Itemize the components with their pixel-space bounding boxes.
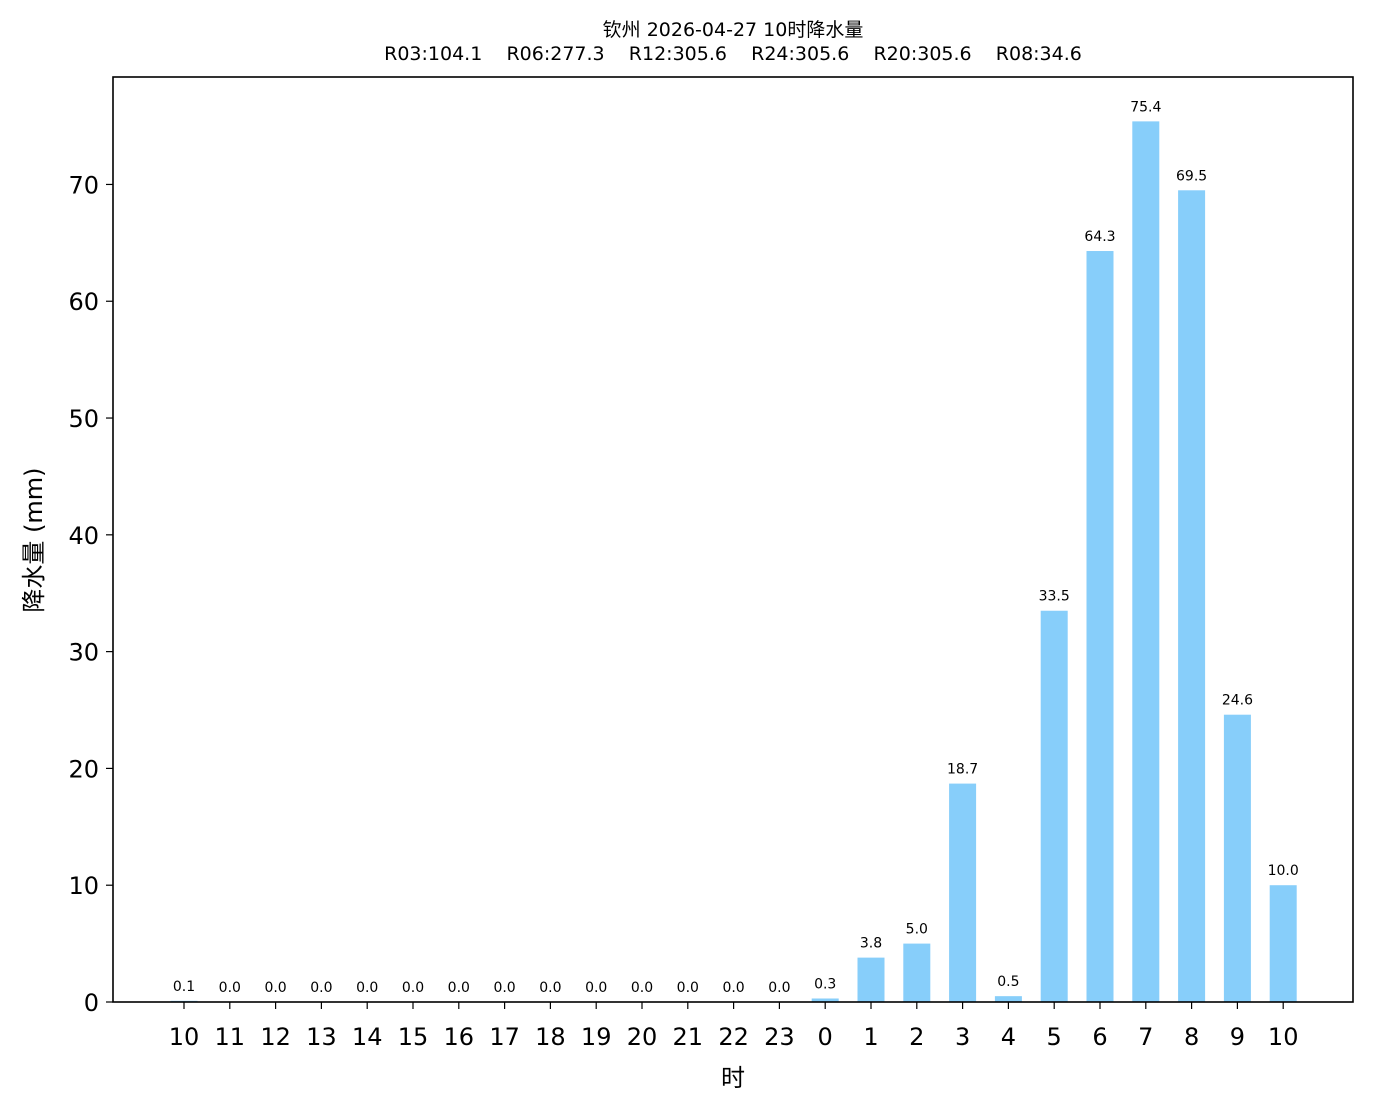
- x-axis-ticks: 10 11 12 13 14 15 16 17 18 19 20 21 22 23 0 1 2 3 4 5 6 7 8 9 10: [169, 1002, 1299, 1051]
- data-label: 0.0: [631, 980, 653, 996]
- bar: [994, 996, 1022, 1002]
- x-tick-label: 9: [1230, 1023, 1245, 1051]
- x-tick-label: 0: [818, 1023, 833, 1051]
- data-label: 33.5: [1039, 589, 1070, 605]
- x-tick-label: 22: [718, 1023, 749, 1051]
- data-label: 10.0: [1268, 863, 1299, 879]
- chart-subtitle: R03:104.1 R06:277.3 R12:305.6 R24:305.6 …: [384, 43, 1082, 65]
- bar: [1223, 714, 1251, 1002]
- x-tick-label: 10: [169, 1023, 200, 1051]
- bar: [903, 943, 931, 1002]
- chart-title: 钦州 2026-04-27 10时降水量: [603, 19, 864, 41]
- x-tick-label: 12: [260, 1023, 291, 1051]
- y-tick-label: 20: [68, 755, 99, 783]
- y-axis-label: 降水量 (mm): [20, 467, 48, 612]
- bar: [1086, 251, 1114, 1002]
- x-tick-label: 19: [581, 1023, 612, 1051]
- data-label: 0.0: [356, 980, 378, 996]
- data-label: 0.0: [539, 980, 561, 996]
- data-label: 0.1: [173, 979, 195, 995]
- bar: [949, 783, 977, 1002]
- x-tick-label: 11: [215, 1023, 246, 1051]
- bars-group: [170, 121, 1297, 1003]
- x-tick-label: 17: [489, 1023, 520, 1051]
- y-tick-label: 60: [68, 288, 99, 316]
- x-tick-label: 3: [955, 1023, 970, 1051]
- x-tick-label: 1: [863, 1023, 878, 1051]
- data-labels-group: 0.1 0.0 0.0 0.0 0.0 0.0 0.0 0.0 0.0 0.0 0.0 0.0 0.0 0…: [173, 99, 1299, 996]
- bar: [1040, 610, 1068, 1002]
- y-tick-label: 30: [68, 639, 99, 667]
- data-label: 0.0: [768, 980, 790, 996]
- bar: [811, 998, 839, 1002]
- data-label: 0.0: [722, 980, 744, 996]
- data-label: 64.3: [1084, 229, 1115, 245]
- y-tick-label: 0: [84, 989, 99, 1017]
- x-tick-label: 18: [535, 1023, 566, 1051]
- bar: [1132, 121, 1160, 1002]
- bar: [1269, 885, 1297, 1002]
- data-label: 0.0: [310, 980, 332, 996]
- x-tick-label: 10: [1268, 1023, 1299, 1051]
- bar: [1178, 190, 1206, 1003]
- x-tick-label: 2: [909, 1023, 924, 1051]
- bar: [857, 957, 885, 1002]
- y-tick-label: 10: [68, 872, 99, 900]
- x-tick-label: 6: [1092, 1023, 1107, 1051]
- x-tick-label: 5: [1047, 1023, 1062, 1051]
- data-label: 0.5: [997, 974, 1019, 990]
- x-tick-label: 13: [306, 1023, 337, 1051]
- data-label: 0.0: [402, 980, 424, 996]
- y-axis-ticks: 0 10 20 30 40 50 60 70: [68, 171, 113, 1017]
- x-tick-label: 7: [1138, 1023, 1153, 1051]
- x-tick-label: 23: [764, 1023, 795, 1051]
- x-tick-label: 20: [627, 1023, 658, 1051]
- x-tick-label: 21: [673, 1023, 704, 1051]
- data-label: 0.0: [219, 980, 241, 996]
- data-label: 0.3: [814, 977, 836, 993]
- data-label: 0.0: [448, 980, 470, 996]
- y-tick-label: 50: [68, 405, 99, 433]
- x-tick-label: 4: [1001, 1023, 1016, 1051]
- y-tick-label: 40: [68, 522, 99, 550]
- data-label: 69.5: [1176, 168, 1207, 184]
- data-label: 5.0: [906, 922, 928, 938]
- data-label: 0.0: [493, 980, 515, 996]
- x-axis-label: 时: [721, 1064, 745, 1092]
- data-label: 0.0: [264, 980, 286, 996]
- x-tick-label: 8: [1184, 1023, 1199, 1051]
- plot-frame: [112, 76, 1354, 1003]
- data-label: 24.6: [1222, 693, 1253, 709]
- data-label: 0.0: [585, 980, 607, 996]
- x-tick-label: 14: [352, 1023, 383, 1051]
- data-label: 75.4: [1130, 99, 1161, 115]
- data-label: 18.7: [947, 762, 978, 778]
- y-tick-label: 70: [68, 171, 99, 199]
- x-tick-label: 16: [444, 1023, 475, 1051]
- data-label: 3.8: [860, 936, 882, 952]
- data-label: 0.0: [677, 980, 699, 996]
- x-tick-label: 15: [398, 1023, 429, 1051]
